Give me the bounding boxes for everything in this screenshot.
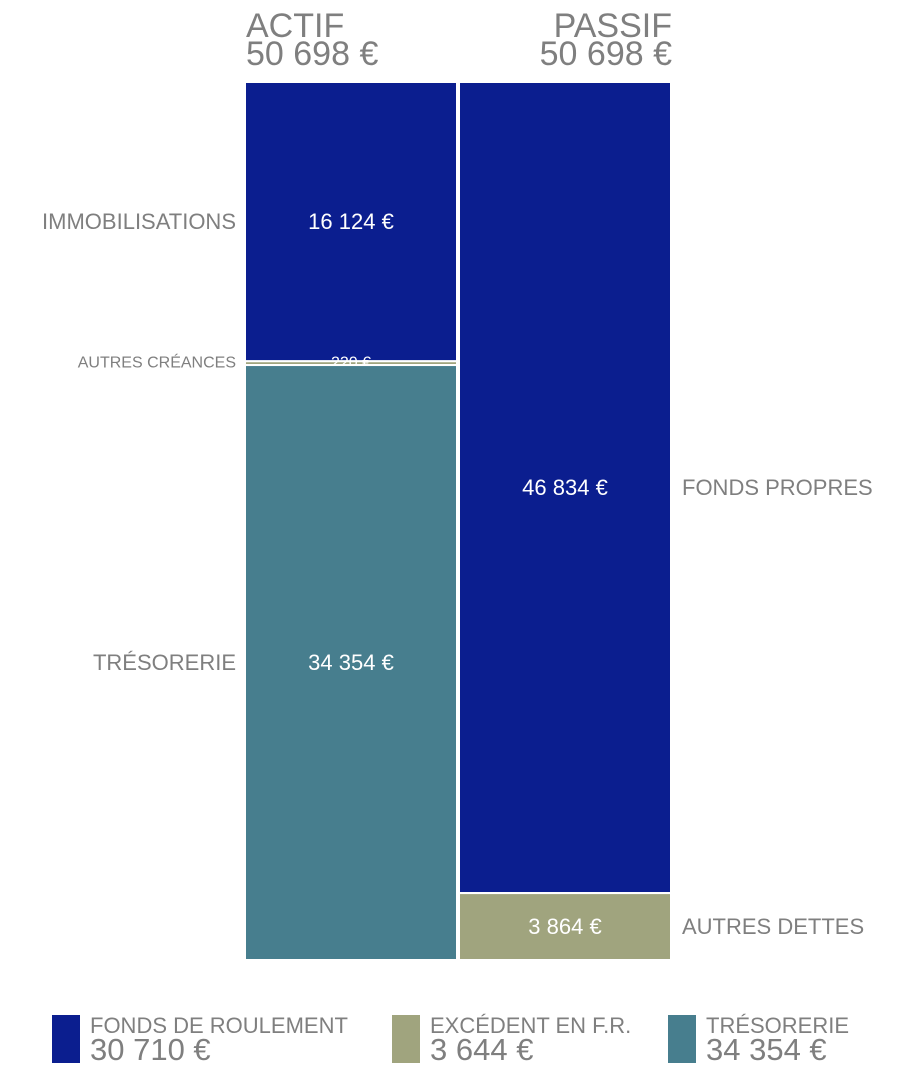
value-label-autres-dettes: 3 864 € (528, 914, 601, 939)
value-label-tresorerie: 34 354 € (308, 650, 394, 675)
legend-label: EXCÉDENT EN F.R. (430, 1013, 632, 1038)
bar-segment-autres-dettes (458, 892, 672, 962)
legend-swatch (392, 1015, 420, 1063)
value-label-fonds-propres: 46 834 € (522, 475, 608, 500)
passif-header: PASSIF 50 698 € (539, 7, 672, 73)
category-label-autres-dettes: AUTRES DETTES (682, 914, 864, 939)
legend-value: 30 710 € (90, 1032, 211, 1067)
category-label-immobilisations: IMMOBILISATIONS (42, 209, 236, 234)
bar-segment-immobilisations (244, 81, 458, 363)
legend-value: 3 644 € (430, 1032, 534, 1067)
bar-segment-tresorerie (244, 364, 458, 962)
passif-total: 50 698 € (539, 35, 672, 73)
legend-label: TRÉSORERIE (706, 1013, 850, 1038)
category-label-tresorerie: TRÉSORERIE (93, 650, 236, 675)
actif-title: ACTIF (246, 7, 345, 45)
category-label-autres-creances: AUTRES CRÉANCES (78, 353, 236, 372)
bar-segment-fonds-propres (458, 81, 672, 895)
category-label-fonds-propres: FONDS PROPRES (682, 475, 873, 500)
legend-swatch (668, 1015, 696, 1063)
passif-title: PASSIF (553, 7, 672, 45)
value-label-immobilisations: 16 124 € (308, 209, 394, 234)
legend-label: FONDS DE ROULEMENT (90, 1013, 348, 1038)
legend-swatch (52, 1015, 80, 1063)
actif-total: 50 698 € (246, 35, 379, 73)
actif-header: ACTIF 50 698 € (246, 7, 379, 73)
legend-value: 34 354 € (706, 1032, 827, 1067)
